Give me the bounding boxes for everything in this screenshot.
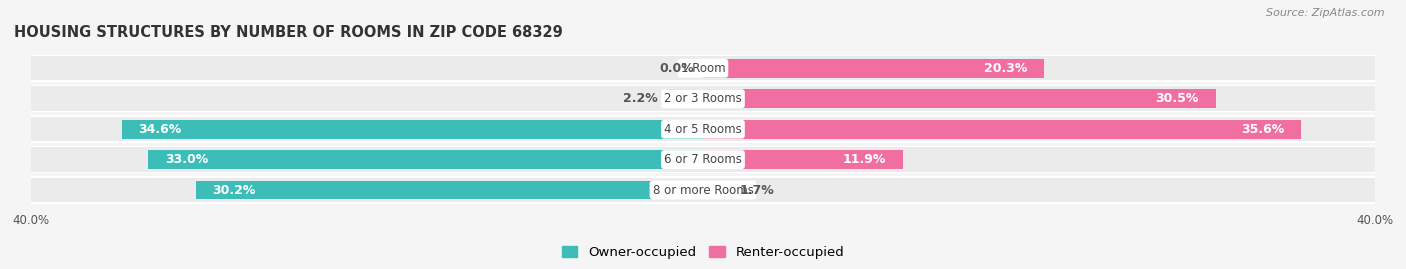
Text: 20.3%: 20.3% bbox=[984, 62, 1028, 75]
Bar bbox=[31, 55, 1375, 82]
Bar bbox=[31, 117, 1375, 141]
Text: 2 or 3 Rooms: 2 or 3 Rooms bbox=[664, 92, 742, 105]
Text: 30.2%: 30.2% bbox=[212, 183, 256, 197]
Bar bbox=[31, 147, 1375, 172]
Bar bbox=[195, 180, 703, 200]
Text: 0.0%: 0.0% bbox=[659, 62, 695, 75]
Text: 35.6%: 35.6% bbox=[1241, 123, 1285, 136]
Bar bbox=[31, 85, 1375, 112]
Bar bbox=[31, 176, 1375, 204]
Text: 30.5%: 30.5% bbox=[1156, 92, 1199, 105]
Bar bbox=[703, 150, 903, 169]
Bar bbox=[703, 59, 1045, 78]
Bar bbox=[31, 87, 1375, 111]
Text: 4 or 5 Rooms: 4 or 5 Rooms bbox=[664, 123, 742, 136]
Bar bbox=[31, 178, 1375, 202]
Bar bbox=[149, 150, 703, 169]
Bar bbox=[703, 120, 1301, 139]
Bar bbox=[666, 89, 703, 108]
Text: 1.7%: 1.7% bbox=[740, 183, 775, 197]
Bar bbox=[703, 89, 1216, 108]
Bar bbox=[31, 146, 1375, 173]
Text: 1 Room: 1 Room bbox=[681, 62, 725, 75]
Text: 34.6%: 34.6% bbox=[138, 123, 181, 136]
Text: Source: ZipAtlas.com: Source: ZipAtlas.com bbox=[1267, 8, 1385, 18]
Text: 33.0%: 33.0% bbox=[166, 153, 208, 166]
Text: 11.9%: 11.9% bbox=[842, 153, 886, 166]
Text: 8 or more Rooms: 8 or more Rooms bbox=[652, 183, 754, 197]
Bar bbox=[121, 120, 703, 139]
Text: 2.2%: 2.2% bbox=[623, 92, 658, 105]
Legend: Owner-occupied, Renter-occupied: Owner-occupied, Renter-occupied bbox=[557, 241, 849, 264]
Bar bbox=[31, 56, 1375, 80]
Bar bbox=[31, 115, 1375, 143]
Text: HOUSING STRUCTURES BY NUMBER OF ROOMS IN ZIP CODE 68329: HOUSING STRUCTURES BY NUMBER OF ROOMS IN… bbox=[14, 25, 562, 40]
Text: 6 or 7 Rooms: 6 or 7 Rooms bbox=[664, 153, 742, 166]
Bar bbox=[703, 180, 731, 200]
